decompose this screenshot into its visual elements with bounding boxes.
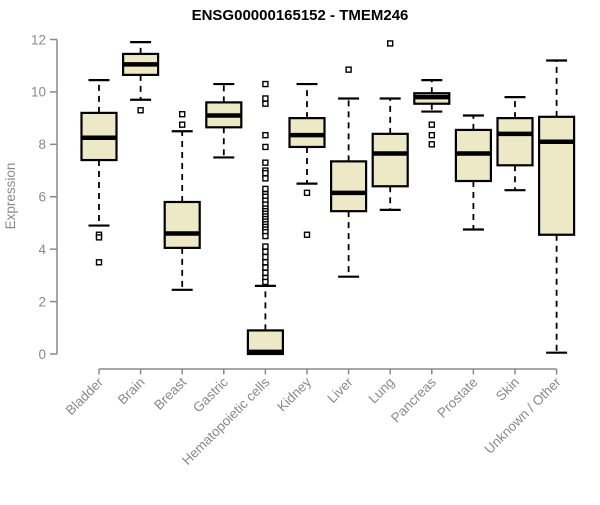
- y-tick-label-10: 10: [31, 85, 46, 100]
- y-tick-label-12: 12: [31, 32, 46, 47]
- outlier-point: [262, 100, 269, 107]
- outlier-point: [262, 159, 269, 166]
- outlier-point: [262, 243, 269, 250]
- y-axis: 0 2 4 6 8 10 12: [31, 32, 58, 362]
- boxplot-pancreas: [413, 79, 451, 148]
- x-tick-label: Lung: [365, 375, 397, 407]
- outlier-point: [262, 80, 269, 88]
- outlier-point: [428, 121, 435, 128]
- x-tick-label: Unknown / Other: [481, 374, 564, 457]
- outlier-point: [95, 234, 103, 241]
- outlier-point: [262, 232, 269, 240]
- x-tick-label: Bladder: [63, 374, 107, 418]
- boxplot-brain: [121, 41, 160, 114]
- boxplot-breast: [163, 110, 201, 291]
- outlier-point: [428, 141, 435, 148]
- outlier-point: [262, 131, 269, 139]
- boxplot-prostate: [454, 114, 492, 231]
- y-tick-label-2: 2: [38, 294, 46, 309]
- outlier-point: [95, 259, 103, 266]
- outlier-point: [262, 248, 269, 255]
- iqr-box: [330, 160, 368, 213]
- outlier-point: [387, 40, 394, 47]
- y-tick-label-8: 8: [38, 137, 46, 152]
- x-tick-label: Skin: [493, 375, 522, 404]
- chart-title: ENSG00000165152 - TMEM246: [192, 7, 409, 24]
- outlier-point: [262, 185, 269, 193]
- y-axis-title: Expression: [3, 163, 18, 230]
- outlier-point: [303, 231, 311, 238]
- outlier-point: [262, 278, 269, 286]
- x-tick-label: Kidney: [274, 374, 314, 414]
- outlier-point: [262, 143, 269, 151]
- boxplot-hematopoietic-cells: [246, 80, 284, 356]
- x-tick-label: Brain: [115, 375, 148, 408]
- x-tick-label: Pancreas: [388, 374, 439, 425]
- x-tick-label: Liver: [324, 374, 356, 406]
- outlier-point: [428, 131, 435, 139]
- boxplot-bladder: [80, 79, 118, 266]
- outlier-point: [178, 121, 186, 128]
- boxplot-gastric: [205, 82, 243, 159]
- iqr-box: [496, 117, 534, 167]
- x-tick-label: Gastric: [190, 374, 231, 415]
- x-tick-label: Prostate: [434, 375, 480, 421]
- iqr-box: [537, 115, 576, 236]
- outlier-point: [262, 175, 269, 182]
- outlier-point: [262, 269, 269, 276]
- y-tick-label-4: 4: [38, 242, 46, 257]
- boxplot-liver: [330, 66, 368, 278]
- outlier-point: [178, 110, 186, 118]
- outlier-point: [137, 107, 144, 114]
- iqr-box: [163, 200, 201, 249]
- boxplot-unknown-other: [537, 59, 576, 354]
- y-tick-label-6: 6: [38, 190, 46, 205]
- outlier-point: [303, 189, 311, 197]
- y-tick-label-0: 0: [38, 347, 46, 362]
- boxplot-series: [80, 40, 576, 356]
- boxplot-kidney: [288, 82, 326, 238]
- boxplot-lung: [371, 40, 409, 211]
- iqr-box: [371, 132, 409, 188]
- outlier-point: [262, 264, 269, 271]
- outlier-point: [262, 259, 269, 266]
- outlier-point: [345, 66, 352, 73]
- iqr-box: [288, 117, 326, 149]
- outlier-point: [262, 95, 269, 102]
- outlier-point: [262, 169, 269, 177]
- outlier-point: [262, 253, 269, 261]
- x-tick-label: Breast: [151, 374, 189, 412]
- boxplot-skin: [496, 96, 534, 192]
